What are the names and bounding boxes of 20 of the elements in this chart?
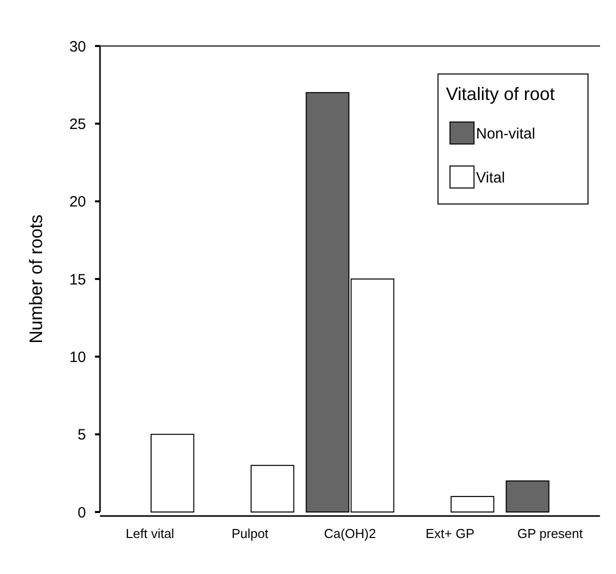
x-tick-label: Left vital [126,526,174,541]
y-tick-label: 10 [69,348,86,366]
y-tick-label: 0 [78,504,86,522]
x-tick-label: GP present [517,526,584,541]
bar [506,480,550,512]
y-tick-label: 25 [69,116,86,133]
legend-title: Vitality of root [446,84,555,104]
y-tick-label: 20 [69,194,86,211]
legend-label: Non-vital [476,125,536,142]
y-tick-label: 5 [78,426,86,444]
bar [250,464,294,512]
legend-label: Vital [476,169,505,186]
x-tick-label: Ext+ GP [426,526,474,541]
bar [450,496,494,512]
y-axis-title: Number of roots [26,214,46,344]
y-tick-label: 30 [69,38,86,56]
x-tick-label: Ca(OH)2 [324,526,376,541]
y-tick-label: 15 [69,271,86,288]
bar [150,434,194,512]
x-tick-label: Pulpot [232,526,269,541]
